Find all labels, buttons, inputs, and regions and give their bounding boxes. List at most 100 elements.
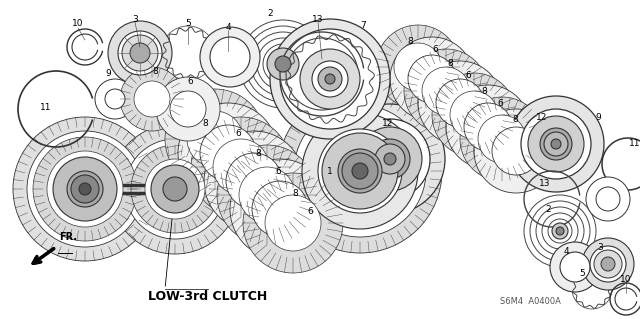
Text: 8: 8 (292, 189, 298, 197)
Circle shape (528, 116, 584, 172)
Text: 10: 10 (620, 275, 632, 284)
Circle shape (384, 153, 396, 165)
Text: 12: 12 (382, 120, 394, 129)
Circle shape (267, 48, 299, 80)
Text: 10: 10 (72, 19, 84, 28)
Text: 6: 6 (432, 44, 438, 54)
Circle shape (53, 157, 117, 221)
Text: 12: 12 (536, 113, 548, 122)
Text: 6: 6 (465, 70, 471, 79)
Circle shape (243, 173, 343, 273)
Circle shape (280, 29, 380, 129)
Circle shape (446, 85, 530, 169)
Circle shape (338, 149, 382, 193)
Circle shape (594, 250, 622, 278)
Text: 8: 8 (512, 115, 518, 123)
Circle shape (108, 21, 172, 85)
Circle shape (204, 131, 304, 231)
Text: 8: 8 (447, 60, 453, 69)
Circle shape (521, 109, 591, 179)
Circle shape (358, 127, 422, 191)
Circle shape (300, 49, 360, 109)
Text: 2: 2 (545, 204, 551, 213)
Circle shape (27, 131, 143, 247)
Circle shape (464, 103, 512, 151)
Text: 6: 6 (235, 129, 241, 137)
Text: 13: 13 (312, 14, 324, 24)
Circle shape (376, 25, 460, 109)
Circle shape (596, 187, 620, 211)
Circle shape (239, 167, 295, 223)
Text: FR.: FR. (59, 232, 77, 242)
Circle shape (590, 246, 626, 282)
Text: 5: 5 (185, 19, 191, 28)
Circle shape (163, 177, 187, 201)
Circle shape (226, 153, 282, 209)
Circle shape (408, 55, 456, 103)
Text: 3: 3 (597, 242, 603, 251)
Circle shape (217, 145, 317, 245)
Text: S6M4  A0400A: S6M4 A0400A (500, 296, 561, 306)
Circle shape (294, 105, 426, 237)
Circle shape (370, 139, 410, 179)
Circle shape (544, 132, 568, 156)
Circle shape (210, 37, 250, 77)
Circle shape (552, 223, 568, 239)
Text: 9: 9 (595, 113, 601, 122)
Text: 11: 11 (629, 139, 640, 149)
Circle shape (556, 227, 564, 235)
Text: 3: 3 (132, 14, 138, 24)
Circle shape (213, 139, 269, 195)
Circle shape (131, 145, 219, 233)
Circle shape (110, 124, 240, 254)
Circle shape (200, 27, 260, 87)
Circle shape (390, 37, 474, 121)
Circle shape (191, 117, 291, 217)
Text: 13: 13 (540, 179, 551, 188)
Circle shape (95, 79, 135, 119)
Circle shape (492, 127, 540, 175)
Circle shape (187, 111, 243, 167)
Circle shape (125, 139, 225, 239)
Circle shape (118, 31, 162, 75)
Circle shape (508, 96, 604, 192)
Circle shape (105, 89, 125, 109)
Circle shape (230, 159, 330, 259)
Circle shape (67, 171, 103, 207)
Circle shape (130, 43, 150, 63)
Circle shape (275, 56, 291, 72)
Circle shape (318, 67, 342, 91)
Text: 8: 8 (407, 36, 413, 46)
Circle shape (436, 79, 484, 127)
Circle shape (460, 97, 544, 181)
Circle shape (71, 175, 99, 203)
Circle shape (122, 35, 158, 71)
Circle shape (165, 89, 265, 189)
Circle shape (200, 125, 256, 181)
Circle shape (318, 129, 402, 213)
Text: 8: 8 (481, 86, 487, 95)
Circle shape (432, 73, 516, 157)
Circle shape (270, 19, 390, 139)
Circle shape (560, 252, 590, 282)
Text: 1: 1 (327, 167, 333, 175)
Text: 4: 4 (225, 23, 231, 32)
Text: 9: 9 (105, 69, 111, 78)
Circle shape (418, 61, 502, 145)
Circle shape (156, 77, 220, 141)
Circle shape (120, 67, 184, 131)
Text: 6: 6 (307, 206, 313, 216)
Text: 6: 6 (187, 77, 193, 85)
Circle shape (404, 49, 488, 133)
Circle shape (394, 43, 442, 91)
Circle shape (312, 61, 348, 97)
Circle shape (551, 139, 561, 149)
Text: 8: 8 (255, 149, 261, 158)
Text: LOW-3rd CLUTCH: LOW-3rd CLUTCH (148, 291, 268, 303)
Circle shape (601, 257, 615, 271)
Circle shape (178, 103, 278, 203)
Circle shape (252, 181, 308, 237)
Circle shape (352, 163, 368, 179)
Text: 2: 2 (267, 9, 273, 18)
Circle shape (170, 91, 206, 127)
